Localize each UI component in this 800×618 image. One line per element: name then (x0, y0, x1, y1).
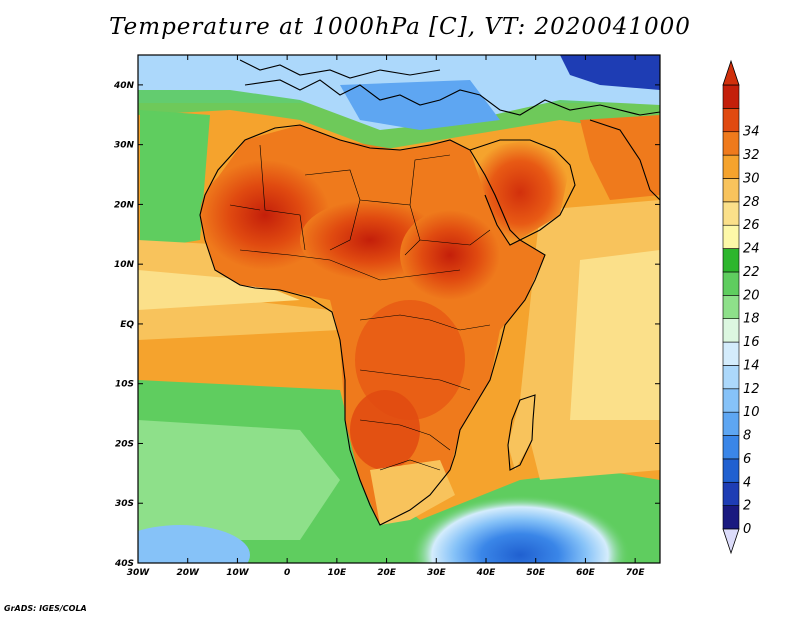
lat-tick-label: 30S (115, 499, 134, 509)
colorbar-segment (722, 271, 740, 296)
map-title: Temperature at 1000hPa [C], VT: 20200410… (109, 14, 691, 40)
colorbar-segment (722, 435, 740, 460)
lon-tick-label: 20W (176, 568, 200, 578)
colorbar-segment (722, 318, 740, 343)
colorbar-label: 6 (743, 452, 751, 467)
lat-tick-label: 40N (113, 81, 135, 91)
lat-tick-label: EQ (120, 320, 134, 330)
colorbar-label: 16 (743, 335, 760, 350)
colorbar-segment (722, 108, 740, 133)
colorbar-label: 0 (743, 522, 751, 537)
colorbar-segment (722, 84, 740, 109)
lon-tick-label: 40E (476, 568, 497, 578)
lat-tick-label: 20S (115, 439, 134, 449)
lon-tick-label: 10W (226, 568, 250, 578)
colorbar-segment (722, 505, 740, 530)
lon-tick-label: 20E (377, 568, 397, 578)
map-frame (137, 54, 661, 564)
lat-tick-label: 10N (114, 260, 135, 270)
colorbar-label: 22 (743, 265, 760, 280)
colorbar-label: 2 (743, 499, 751, 514)
colorbar-segment (722, 248, 740, 273)
lon-tick-label: 50E (526, 568, 546, 578)
colorbar-segment (722, 224, 740, 249)
colorbar-label: 32 (743, 148, 760, 163)
colorbar-segment (722, 201, 740, 226)
colorbar-label: 12 (743, 382, 760, 397)
lat-tick-label: 40S (114, 559, 134, 569)
colorbar-max-triangle (722, 59, 740, 86)
lon-tick-label: 70E (626, 568, 646, 578)
lon-tick-label: 10E (328, 568, 348, 578)
colorbar-segment (722, 458, 740, 483)
lat-tick-label: 10S (115, 380, 134, 390)
lon-tick-label: 0 (284, 568, 290, 578)
coastline-lines (199, 59, 660, 526)
lat-tick-label: 30N (114, 141, 135, 151)
colorbar-segment (722, 365, 740, 390)
credit-text: GrADS: IGES/COLA (4, 604, 87, 613)
colorbar-segment (722, 154, 740, 179)
colorbar-label: 24 (743, 242, 760, 257)
lat-tick-label: 20N (114, 200, 135, 210)
country-border-lines (229, 144, 491, 471)
colorbar-segment (722, 388, 740, 413)
colorbar-label: 20 (743, 288, 760, 303)
colorbar-min-triangle (722, 528, 740, 555)
colorbar-segment (722, 295, 740, 319)
colorbar-segment (722, 481, 740, 506)
colorbar-segment (722, 411, 740, 436)
colorbar-label: 26 (743, 218, 760, 233)
lon-tick-label: 60E (576, 568, 596, 578)
colorbar-label: 28 (743, 195, 760, 210)
colorbar-segment (722, 178, 740, 203)
colorbar-segment (722, 341, 740, 366)
temperature-field (138, 55, 660, 563)
colorbar-label: 18 (743, 312, 760, 327)
colorbar-segment (722, 131, 740, 156)
latitude-axis: 40S 30S 20S 10S EQ 10N 20N 30N 40N (113, 81, 660, 569)
lon-tick-label: 30W (127, 568, 151, 578)
colorbar-label: 4 (743, 475, 751, 490)
longitude-axis: 30W 20W 10W 0 10E 20E 30E 40E 50E 60E 70E (127, 55, 646, 578)
lon-tick-label: 30E (427, 568, 447, 578)
colorbar-label: 8 (743, 429, 751, 444)
colorbar-label: 14 (743, 358, 760, 373)
colorbar-label: 30 (743, 171, 760, 186)
colorbar-label: 34 (743, 125, 760, 140)
colorbar-label: 10 (743, 405, 760, 420)
